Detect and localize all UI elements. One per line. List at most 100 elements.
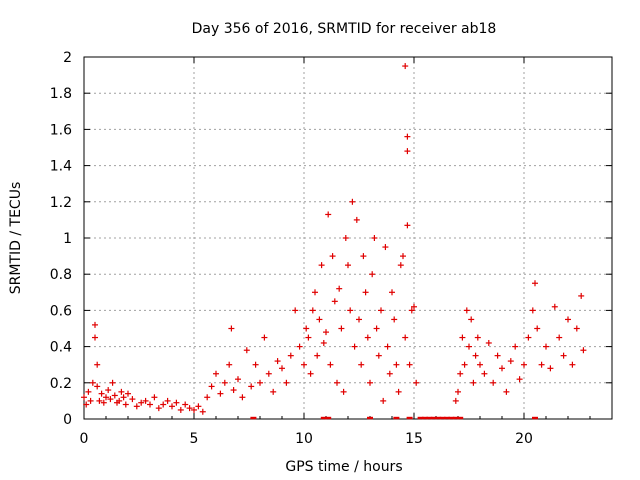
data-point bbox=[347, 307, 354, 314]
data-point bbox=[191, 406, 197, 413]
data-point bbox=[239, 394, 246, 401]
y-tick-label: 2 bbox=[63, 50, 72, 66]
data-point bbox=[516, 376, 523, 383]
data-point bbox=[92, 334, 98, 341]
data-point bbox=[404, 148, 411, 155]
data-point bbox=[356, 316, 362, 323]
data-point bbox=[122, 401, 129, 408]
data-point bbox=[351, 343, 358, 350]
data-point bbox=[406, 361, 413, 368]
data-point bbox=[248, 383, 255, 390]
data-point bbox=[100, 399, 107, 406]
data-point bbox=[380, 397, 387, 404]
data-point bbox=[578, 292, 585, 299]
data-point bbox=[147, 401, 153, 408]
chart-title: Day 356 of 2016, SRMTID for receiver ab1… bbox=[192, 21, 497, 37]
y-tick-labels: 0 0.2 0.4 0.6 0.8 1 1.2 1.4 1.6 1.8 2 bbox=[50, 50, 72, 428]
data-point bbox=[503, 388, 510, 395]
data-point bbox=[334, 379, 340, 386]
data-point bbox=[81, 394, 87, 401]
data-point bbox=[116, 397, 123, 404]
data-point bbox=[551, 303, 558, 310]
data-point bbox=[485, 339, 492, 346]
data-point bbox=[353, 216, 360, 223]
data-point bbox=[320, 339, 327, 346]
data-point bbox=[459, 334, 466, 341]
data-point bbox=[463, 307, 470, 314]
data-point bbox=[340, 388, 347, 395]
data-point bbox=[213, 370, 219, 377]
data-point bbox=[329, 253, 336, 260]
data-point bbox=[265, 370, 272, 377]
data-point bbox=[364, 334, 371, 341]
x-axis-label: GPS time / hours bbox=[285, 459, 402, 475]
data-point bbox=[373, 325, 380, 332]
data-point bbox=[481, 370, 488, 377]
data-point bbox=[312, 289, 318, 296]
data-point bbox=[318, 262, 325, 269]
y-tick-label: 0.2 bbox=[50, 376, 72, 392]
data-point bbox=[389, 289, 395, 296]
data-point bbox=[307, 370, 314, 377]
data-point bbox=[301, 361, 307, 368]
x-tick-label: 0 bbox=[80, 431, 89, 447]
data-point bbox=[133, 403, 140, 410]
data-point bbox=[83, 401, 90, 408]
data-point bbox=[345, 262, 351, 269]
data-point bbox=[477, 361, 483, 368]
axis-ticks bbox=[83, 56, 612, 420]
data-point bbox=[538, 361, 545, 368]
data-point bbox=[378, 307, 384, 314]
data-point bbox=[129, 396, 136, 403]
data-point bbox=[296, 343, 303, 350]
data-point bbox=[164, 397, 171, 404]
data-point bbox=[186, 405, 193, 412]
data-point bbox=[413, 379, 420, 386]
data-point bbox=[173, 399, 180, 406]
data-point bbox=[228, 325, 235, 332]
data-point bbox=[325, 211, 332, 218]
data-point bbox=[208, 383, 215, 390]
data-point bbox=[160, 401, 167, 408]
data-point bbox=[182, 401, 189, 408]
data-point bbox=[573, 325, 580, 332]
data-point bbox=[309, 307, 316, 314]
y-tick-label: 1.6 bbox=[50, 122, 72, 138]
data-point bbox=[103, 394, 109, 401]
data-point bbox=[107, 396, 114, 403]
data-point bbox=[402, 63, 409, 70]
data-point bbox=[92, 321, 98, 328]
data-point bbox=[393, 361, 400, 368]
data-point bbox=[529, 307, 536, 314]
data-point bbox=[391, 316, 398, 323]
data-point bbox=[499, 365, 505, 372]
data-point bbox=[226, 361, 233, 368]
data-point bbox=[252, 361, 259, 368]
data-point bbox=[96, 397, 103, 404]
data-point bbox=[408, 307, 415, 314]
data-point bbox=[125, 390, 131, 397]
data-point bbox=[386, 370, 393, 377]
data-point bbox=[89, 379, 96, 386]
data-point bbox=[94, 383, 101, 390]
data-point bbox=[468, 316, 475, 323]
data-point bbox=[336, 285, 343, 292]
data-point bbox=[360, 253, 367, 260]
data-point bbox=[411, 303, 417, 310]
data-point bbox=[507, 358, 514, 365]
data-point bbox=[221, 379, 228, 386]
x-tick-label: 20 bbox=[515, 431, 533, 447]
data-point bbox=[371, 235, 378, 241]
data-point bbox=[358, 361, 365, 368]
data-point bbox=[472, 352, 479, 359]
data-point bbox=[305, 334, 312, 341]
data-point bbox=[534, 325, 541, 332]
data-point bbox=[338, 325, 345, 332]
data-point bbox=[494, 352, 501, 359]
data-point bbox=[457, 370, 464, 377]
data-point bbox=[521, 361, 527, 368]
data-point bbox=[274, 358, 281, 365]
data-point bbox=[369, 271, 376, 278]
data-point bbox=[395, 388, 402, 395]
data-point bbox=[349, 198, 356, 205]
